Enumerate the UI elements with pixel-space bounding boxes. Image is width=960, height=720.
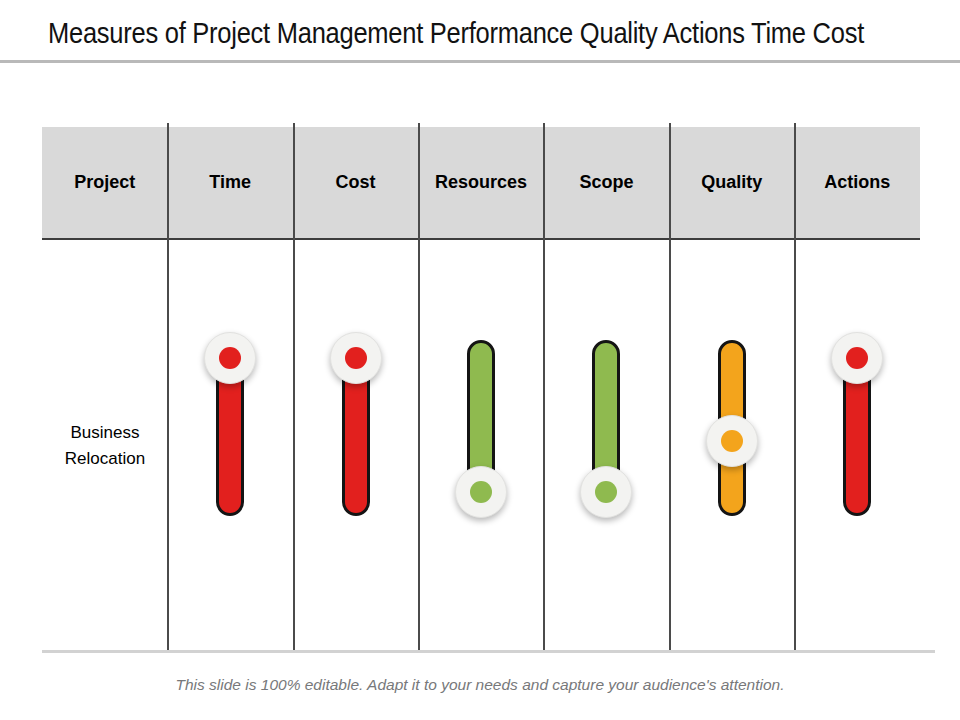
column-header-time: Time bbox=[167, 127, 292, 238]
column-divider bbox=[794, 123, 796, 652]
column-divider bbox=[669, 123, 671, 652]
slider-time[interactable] bbox=[204, 332, 256, 518]
slider-knob-dot bbox=[470, 481, 492, 503]
header-underline bbox=[42, 238, 920, 240]
column-divider bbox=[418, 123, 420, 652]
column-header-project: Project bbox=[42, 127, 167, 238]
slider-resources[interactable] bbox=[455, 332, 507, 518]
slider-actions[interactable] bbox=[831, 332, 883, 518]
slider-scope[interactable] bbox=[580, 332, 632, 518]
table-bottom-border bbox=[42, 650, 935, 653]
column-divider bbox=[167, 123, 169, 652]
slider-quality[interactable] bbox=[706, 332, 758, 518]
column-header-quality: Quality bbox=[669, 127, 794, 238]
column-header-cost: Cost bbox=[293, 127, 418, 238]
slider-knob[interactable] bbox=[204, 332, 256, 384]
slider-cost[interactable] bbox=[330, 332, 382, 518]
slider-knob[interactable] bbox=[580, 466, 632, 518]
slider-knob-dot bbox=[721, 430, 743, 452]
slide: Measures of Project Management Performan… bbox=[0, 0, 960, 720]
slider-knob-dot bbox=[219, 347, 241, 369]
column-header-scope: Scope bbox=[544, 127, 669, 238]
column-divider bbox=[293, 123, 295, 652]
page-title: Measures of Project Management Performan… bbox=[48, 16, 864, 50]
slider-knob-dot bbox=[846, 347, 868, 369]
title-divider bbox=[0, 60, 960, 63]
column-header-resources: Resources bbox=[418, 127, 543, 238]
slider-knob[interactable] bbox=[706, 415, 758, 467]
slider-knob[interactable] bbox=[831, 332, 883, 384]
footer-note: This slide is 100% editable. Adapt it to… bbox=[0, 676, 960, 694]
table-header-row: Project Time Cost Resources Scope Qualit… bbox=[42, 127, 920, 238]
column-divider bbox=[543, 123, 545, 652]
column-header-actions: Actions bbox=[795, 127, 920, 238]
slider-knob-dot bbox=[345, 347, 367, 369]
project-name: Business Relocation bbox=[42, 420, 168, 472]
slider-knob-dot bbox=[595, 481, 617, 503]
slider-knob[interactable] bbox=[330, 332, 382, 384]
slider-knob[interactable] bbox=[455, 466, 507, 518]
